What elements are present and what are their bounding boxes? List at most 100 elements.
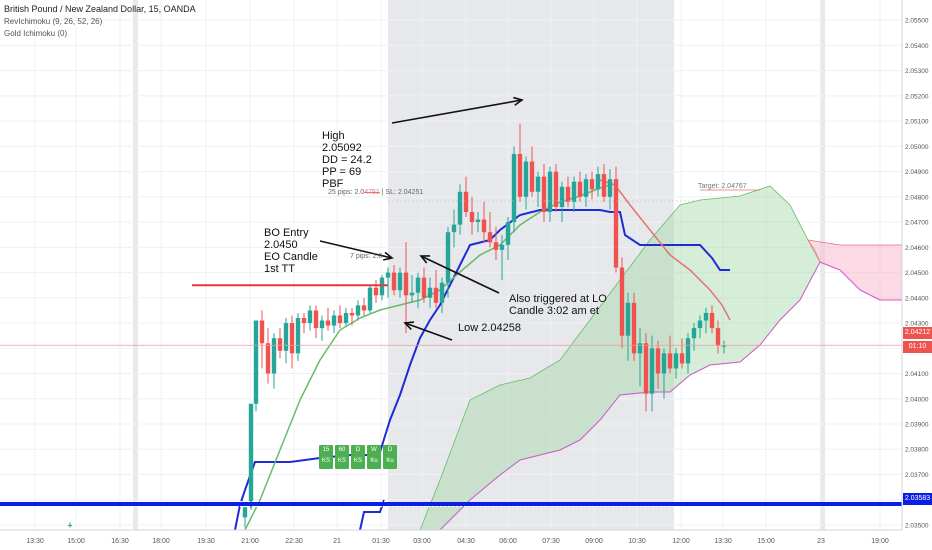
annotation-also-triggered: Also triggered at LO Candle 3:02 am et: [509, 293, 607, 317]
time-tick-label: 21: [333, 538, 341, 545]
candle-body: [67, 524, 73, 526]
time-tick-label: 09:00: [585, 538, 603, 545]
candle-body: [367, 287, 373, 311]
candle-body: [295, 318, 301, 354]
candle-body: [619, 267, 625, 336]
price-tick-label: 2.05100: [905, 119, 929, 126]
annotation-low: Low 2.04258: [458, 322, 521, 334]
candle-body: [679, 353, 685, 364]
candle-body: [427, 287, 433, 298]
price-tick-label: 2.05500: [905, 18, 929, 25]
indicator-legend-gold-ichimoku[interactable]: Gold Ichimoku (0): [4, 29, 68, 38]
price-tick-label: 2.04500: [905, 270, 929, 277]
price-tick-label: 2.04100: [905, 371, 929, 378]
candle-body: [583, 179, 589, 197]
candle-body: [601, 174, 607, 197]
candle-body: [439, 282, 445, 303]
candle-body: [565, 186, 571, 202]
candle-body: [469, 212, 475, 223]
candle-body: [457, 191, 463, 225]
candle-body: [463, 191, 469, 212]
arrow-bo-entry: [319, 240, 393, 259]
ichimoku-badge: D KS: [351, 445, 365, 469]
price-tick-label: 2.03900: [905, 422, 929, 429]
ichimoku-badge: 60 KS: [335, 445, 349, 469]
candle-body: [589, 179, 595, 190]
price-tick-label: 2.04800: [905, 194, 929, 201]
candle-body: [373, 287, 379, 296]
time-tick-label: 22:30: [285, 538, 303, 545]
annotation-bo-entry: BO Entry 2.0450 EO Candle 1st TT: [264, 227, 318, 275]
label-target: Target: 2.04767: [698, 183, 747, 190]
candle-body: [709, 312, 715, 329]
time-tick-label: 06:00: [499, 538, 517, 545]
candle-body: [553, 171, 559, 207]
time-tick-label: 23: [817, 538, 825, 545]
candle-body: [265, 343, 271, 374]
candle-body: [505, 222, 511, 245]
candle-body: [283, 323, 289, 351]
candle-body: [409, 292, 415, 296]
candle-body: [631, 302, 637, 354]
candle-body: [613, 179, 619, 268]
candle-body: [559, 186, 565, 207]
countdown-tag: 01:10: [903, 341, 932, 353]
price-tick-label: 2.05200: [905, 93, 929, 100]
candle-body: [577, 181, 583, 197]
day-separator: [133, 0, 138, 530]
price-tick-label: 2.03800: [905, 447, 929, 454]
senkou-span-b: [439, 261, 902, 531]
candle-body: [253, 320, 259, 404]
candle-body: [703, 312, 709, 321]
indicator-legend-ichimoku[interactable]: RevIchimoku (9, 26, 52, 26): [4, 17, 103, 26]
session-shade: [388, 0, 674, 530]
candle-body: [685, 338, 691, 364]
candle-body: [691, 328, 697, 339]
candle-body: [325, 320, 331, 326]
ichimoku-badges: 15 KS 60 KS D KS W Ku D Ku: [319, 445, 397, 469]
candle-body: [625, 302, 631, 336]
candle-body: [715, 328, 721, 346]
candle-body: [331, 315, 337, 326]
arrow-also-triggered: [420, 255, 500, 294]
candle-body: [721, 345, 727, 347]
candle-body: [313, 310, 319, 329]
candle-body: [248, 403, 254, 508]
candle-body: [349, 312, 355, 316]
time-tick-label: 01:30: [372, 538, 390, 545]
price-tick-label: 2.04300: [905, 321, 929, 328]
candle-body: [571, 181, 577, 202]
candle-body: [301, 318, 307, 324]
candle-body: [403, 272, 409, 296]
arrow-also-triggered-head: [419, 255, 431, 264]
candle-body: [361, 305, 367, 311]
price-tick-label: 2.03700: [905, 472, 929, 479]
ichimoku-badge: W Ku: [367, 445, 381, 469]
candle-body: [523, 161, 529, 197]
candle-body: [673, 353, 679, 369]
candle-body: [607, 179, 613, 197]
candle-body: [319, 320, 325, 329]
candle-body: [391, 272, 397, 291]
candle-body: [517, 153, 523, 197]
candle-body: [421, 277, 427, 298]
price-tick-label: 2.04900: [905, 169, 929, 176]
candle-body: [493, 242, 499, 250]
price-tick-label: 2.05400: [905, 43, 929, 50]
time-tick-label: 21:00: [241, 538, 259, 545]
candle-body: [451, 224, 457, 233]
day-separator: [820, 0, 825, 530]
price-tick-label: 2.05000: [905, 144, 929, 151]
time-tick-label: 19:30: [197, 538, 215, 545]
ichimoku-badge: D Ku: [383, 445, 397, 469]
candle-body: [433, 287, 439, 303]
label-7-pips: 7 pips: 2.0: [350, 253, 383, 260]
candle-body: [379, 277, 385, 296]
candle-body: [535, 176, 541, 192]
time-tick-label: 15:00: [67, 538, 85, 545]
time-tick-label: 16:30: [111, 538, 129, 545]
annotation-high: High 2.05092 DD = 24.2 PP = 69 PBF: [322, 130, 372, 190]
candle-body: [445, 232, 451, 283]
candle-body: [475, 219, 481, 223]
